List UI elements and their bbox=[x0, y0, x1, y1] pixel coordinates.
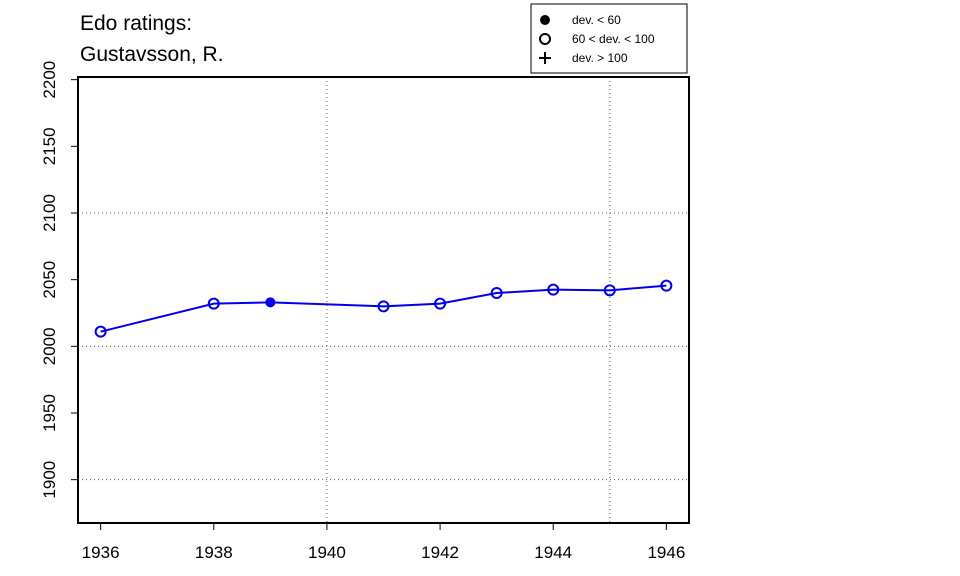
legend-marker bbox=[540, 15, 550, 25]
series-line bbox=[100, 284, 667, 333]
data-point bbox=[547, 283, 560, 296]
data-point bbox=[207, 297, 220, 310]
y-tick-label: 2000 bbox=[40, 327, 59, 365]
data-point bbox=[377, 300, 390, 313]
legend-label: dev. > 100 bbox=[572, 51, 628, 65]
legend-marker bbox=[539, 33, 551, 45]
legend-label: 60 < dev. < 100 bbox=[572, 32, 655, 46]
data-point bbox=[265, 297, 276, 308]
x-tick-label: 1936 bbox=[82, 543, 120, 562]
y-tick-label: 1950 bbox=[40, 394, 59, 432]
plot-frame bbox=[77, 76, 690, 524]
y-tick-label: 2050 bbox=[40, 261, 59, 299]
y-tick-label: 2100 bbox=[40, 194, 59, 232]
chart-title: Edo ratings: bbox=[80, 12, 192, 35]
data-point bbox=[660, 279, 673, 292]
x-tick-label: 1946 bbox=[647, 543, 685, 562]
legend-box bbox=[530, 3, 688, 74]
chart-subtitle: Gustavsson, R. bbox=[80, 43, 224, 66]
legend-marker bbox=[539, 52, 551, 64]
x-tick-label: 1938 bbox=[195, 543, 233, 562]
data-point bbox=[94, 325, 107, 338]
y-tick-label: 1900 bbox=[40, 461, 59, 499]
data-point bbox=[490, 287, 503, 299]
x-tick-label: 1942 bbox=[421, 543, 459, 562]
data-point bbox=[434, 297, 447, 310]
y-tick-label: 2150 bbox=[40, 127, 59, 165]
data-point bbox=[603, 284, 616, 297]
x-tick-label: 1944 bbox=[534, 543, 572, 562]
legend-label: dev. < 60 bbox=[572, 13, 621, 27]
x-tick-label: 1940 bbox=[308, 543, 346, 562]
y-tick-label: 2200 bbox=[40, 61, 59, 99]
